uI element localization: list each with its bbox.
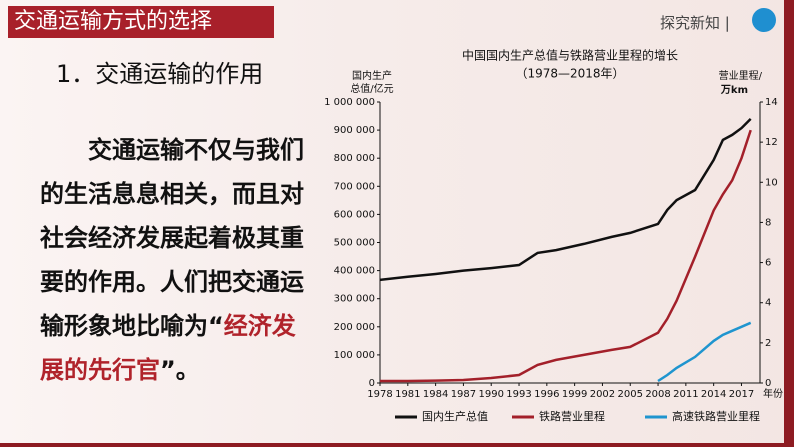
series-line — [379, 118, 752, 282]
bulb-icon — [752, 8, 776, 32]
paragraph: 交通运输不仅与我们的生活息息相关，而且对 社会经济发展起着极其重 要的作用。人们把交… — [40, 128, 304, 392]
legend-label: 铁路营业里程 — [539, 409, 605, 423]
y-tick-label: 400 000 — [334, 266, 375, 277]
y-tick-label: 100 000 — [334, 350, 375, 361]
x-tick-label: 1993 — [506, 389, 531, 400]
paragraph-line: 社会经济发展起着极其重 — [40, 216, 304, 260]
text-run: 经济发 — [223, 312, 296, 340]
y2-axis-label: 营业里程/ — [719, 69, 763, 82]
bottom-strip — [0, 443, 794, 447]
series-line — [380, 129, 752, 383]
section-tag: 探究新知 | — [660, 14, 730, 32]
y-tick-label: 500 000 — [334, 238, 375, 249]
y-axis-label: 国内生产 — [352, 69, 392, 82]
x-tick-label: 1990 — [478, 389, 503, 400]
x-tick-label: 1996 — [534, 389, 559, 400]
y-tick-label: 300 000 — [334, 294, 375, 305]
x-tick-label: 1984 — [423, 389, 448, 400]
y2-axis-label: 万km — [720, 84, 748, 96]
x-axis-label: 年份 — [763, 387, 783, 400]
paragraph-line: 交通运输不仅与我们 — [40, 128, 304, 172]
y-tick-label: 900 000 — [334, 125, 375, 136]
y-tick-label: 800 000 — [334, 153, 375, 164]
y2-tick-label: 0 — [765, 378, 771, 389]
y-axis-label: 总值/亿元 — [350, 82, 393, 95]
section-heading: 1．交通运输的作用 — [56, 60, 264, 88]
text-run: ”。 — [160, 356, 200, 384]
x-tick-label: 2005 — [618, 389, 643, 400]
text-run: 展的先行官 — [40, 356, 160, 384]
y2-tick-label: 14 — [765, 97, 778, 108]
legend-label: 国内生产总值 — [422, 409, 488, 423]
y2-tick-label: 10 — [765, 177, 778, 188]
x-tick-label: 1987 — [451, 389, 476, 400]
y2-tick-label: 6 — [765, 258, 771, 269]
text-run: 要的作用。人们把交通运 — [40, 268, 304, 296]
text-run: 输形象地比喻为“ — [40, 312, 224, 340]
edge-strip — [784, 0, 794, 447]
y-tick-label: 0 — [369, 378, 375, 389]
paragraph-line: 展的先行官”。 — [40, 348, 304, 392]
x-tick-label: 2008 — [645, 389, 670, 400]
text-run: 社会经济发展起着极其重 — [40, 224, 304, 252]
legend-label: 高速铁路营业里程 — [672, 409, 760, 423]
chart-subtitle: （1978—2018年） — [515, 67, 624, 81]
series-line — [657, 321, 752, 383]
y-tick-label: 600 000 — [334, 209, 375, 220]
x-tick-label: 1981 — [395, 389, 420, 400]
y2-tick-label: 4 — [765, 298, 771, 309]
paragraph-line: 的生活息息相关，而且对 — [40, 172, 304, 216]
y2-tick-label: 2 — [765, 338, 771, 349]
paragraph-line: 输形象地比喻为“经济发 — [40, 304, 304, 348]
x-tick-label: 1978 — [367, 389, 392, 400]
x-tick-label: 1999 — [562, 389, 587, 400]
x-tick-label: 2014 — [701, 389, 726, 400]
text-run: 交通运输不仅与我们 — [88, 136, 304, 164]
y-tick-label: 700 000 — [334, 181, 375, 192]
x-tick-label: 2011 — [673, 389, 698, 400]
x-tick-label: 2002 — [590, 389, 615, 400]
paragraph-line: 要的作用。人们把交通运 — [40, 260, 304, 304]
x-tick-label: 2017 — [729, 389, 754, 400]
y2-tick-label: 8 — [765, 217, 771, 228]
y-tick-label: 200 000 — [334, 322, 375, 333]
slide-title: 交通运输方式的选择 — [8, 6, 274, 38]
y-tick-label: 1 000 000 — [324, 97, 375, 108]
text-run: 的生活息息相关，而且对 — [40, 180, 304, 208]
chart-title: 中国国内生产总值与铁路营业里程的增长 — [462, 48, 678, 63]
y2-tick-label: 12 — [765, 137, 778, 148]
